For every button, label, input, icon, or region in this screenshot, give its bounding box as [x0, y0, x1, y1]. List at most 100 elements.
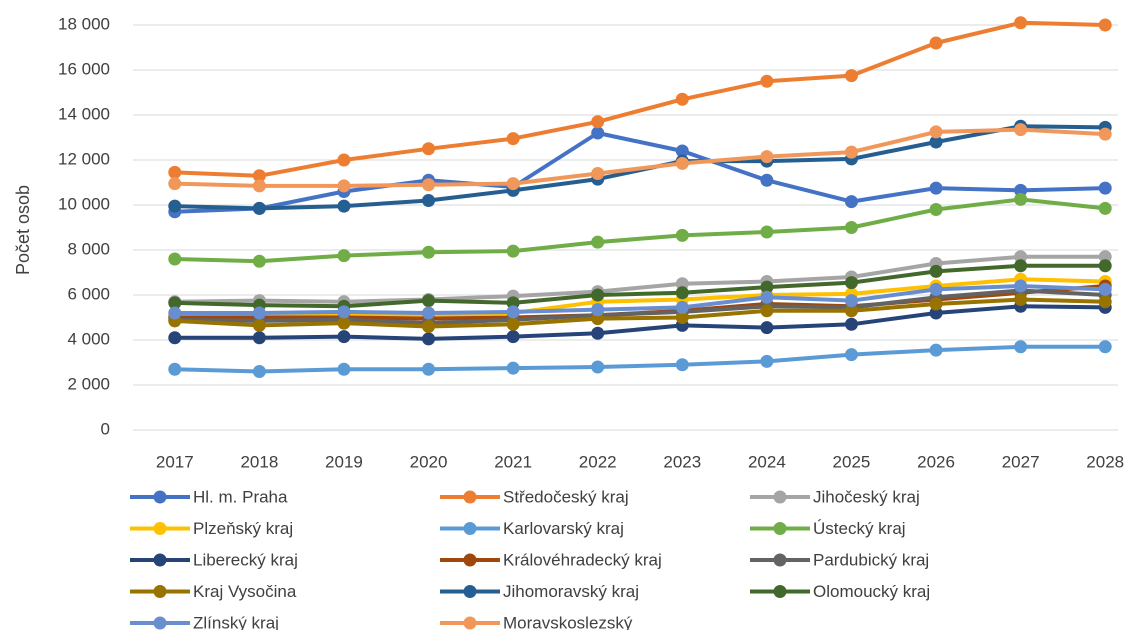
series-line [174, 20, 1106, 178]
x-tick-label: 2024 [748, 452, 786, 471]
data-point [1014, 16, 1028, 30]
series-line [174, 277, 1106, 318]
data-point [929, 306, 943, 320]
series-line [174, 263, 1106, 309]
legend-label: Pardubický kraj [813, 550, 929, 569]
data-point [591, 115, 605, 129]
data-point [168, 362, 182, 376]
data-point [168, 252, 182, 266]
legend-label: Jihočeský kraj [813, 487, 920, 506]
data-point [1014, 279, 1028, 293]
legend-label: Plzeňský kraj [193, 519, 293, 538]
data-point [591, 288, 605, 302]
data-point [337, 330, 351, 344]
data-point [675, 144, 689, 158]
data-point [168, 296, 182, 310]
data-point [675, 156, 689, 170]
data-point [506, 361, 520, 375]
data-point [422, 306, 436, 320]
data-point [1014, 293, 1028, 306]
series-line [174, 344, 1106, 374]
data-point [252, 331, 266, 345]
data-point [929, 36, 943, 50]
data-point [844, 69, 858, 83]
x-tick-label: 2020 [410, 452, 448, 471]
y-tick-label: 8 000 [67, 239, 110, 258]
x-tick-label: 2018 [240, 452, 278, 471]
data-point [422, 332, 436, 346]
data-point [168, 306, 182, 320]
legend-label: Královéhradecký kraj [503, 550, 662, 569]
series-line [174, 288, 1106, 326]
data-point [252, 169, 266, 183]
series-line [174, 284, 1106, 315]
data-point [1014, 259, 1028, 273]
legend-marker [773, 585, 787, 598]
data-point [252, 254, 266, 268]
x-tick-label: 2025 [833, 452, 871, 471]
y-tick-label: 18 000 [58, 14, 110, 33]
data-point [168, 165, 182, 179]
data-point [1014, 192, 1028, 206]
data-point [252, 365, 266, 378]
data-point [337, 305, 351, 319]
data-point [591, 360, 605, 374]
data-point [760, 173, 774, 187]
legend-marker [773, 490, 787, 504]
data-point [168, 199, 182, 213]
x-tick-label: 2028 [1086, 452, 1124, 471]
data-point [422, 178, 436, 192]
series-line [174, 254, 1106, 304]
data-point [1098, 295, 1112, 309]
series-line [174, 131, 1106, 214]
legend-label: Moravskoslezský [503, 613, 633, 630]
data-point [1014, 340, 1028, 354]
data-point [506, 330, 520, 344]
data-point [844, 304, 858, 318]
data-point [844, 294, 858, 308]
legend-label: Kraj Vysočina [193, 582, 297, 601]
data-point [760, 74, 774, 88]
legend-marker [463, 585, 477, 598]
legend-marker [463, 490, 477, 504]
data-point [1098, 250, 1112, 264]
y-tick-label: 10 000 [58, 194, 110, 213]
legend-marker [773, 522, 787, 535]
data-point [422, 142, 436, 156]
data-point [422, 362, 436, 376]
data-point [506, 296, 520, 310]
legend-label: Karlovarský kraj [503, 519, 624, 538]
x-tick-label: 2017 [156, 452, 194, 471]
data-point [675, 300, 689, 314]
data-point [591, 312, 605, 326]
data-point [675, 92, 689, 106]
data-point [675, 286, 689, 300]
series-line [174, 304, 1106, 341]
data-point [929, 343, 943, 357]
y-tick-label: 2 000 [67, 374, 110, 393]
legend-marker [153, 553, 167, 567]
data-point [506, 132, 520, 146]
legend-label: Zlínský kraj [193, 613, 279, 630]
data-point [1098, 18, 1112, 32]
data-point [1014, 250, 1028, 264]
data-point [422, 294, 436, 308]
data-point [591, 326, 605, 340]
data-point [929, 203, 943, 216]
data-point [506, 305, 520, 319]
data-point [591, 303, 605, 317]
legend-marker [773, 553, 787, 567]
legend-label: Hl. m. Praha [193, 487, 288, 506]
data-point [591, 126, 605, 140]
data-point [506, 177, 520, 191]
data-point [929, 282, 943, 296]
x-tick-label: 2022 [579, 452, 617, 471]
legend-marker [153, 616, 167, 630]
data-point [252, 306, 266, 320]
data-point [929, 181, 943, 195]
data-point [422, 194, 436, 207]
data-point [252, 318, 266, 332]
x-tick-label: 2027 [1002, 452, 1040, 471]
data-point [252, 201, 266, 215]
x-tick-label: 2021 [494, 452, 532, 471]
